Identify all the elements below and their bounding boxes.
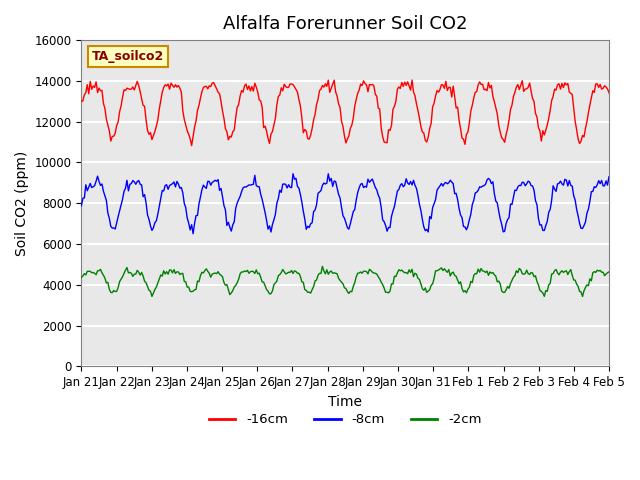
Legend: -16cm, -8cm, -2cm: -16cm, -8cm, -2cm (204, 408, 486, 432)
Title: Alfalfa Forerunner Soil CO2: Alfalfa Forerunner Soil CO2 (223, 15, 467, 33)
Y-axis label: Soil CO2 (ppm): Soil CO2 (ppm) (15, 151, 29, 256)
X-axis label: Time: Time (328, 395, 362, 408)
Text: TA_soilco2: TA_soilco2 (92, 50, 164, 63)
